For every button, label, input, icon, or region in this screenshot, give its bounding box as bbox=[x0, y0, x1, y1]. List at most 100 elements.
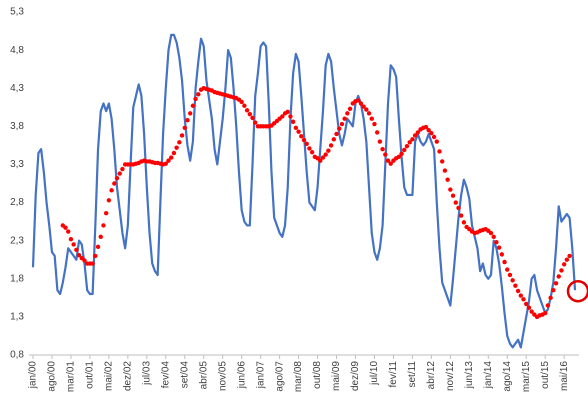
dot bbox=[244, 108, 250, 113]
dot bbox=[542, 310, 548, 316]
dot bbox=[399, 151, 404, 156]
dot bbox=[450, 193, 456, 198]
x-tick-label: set/11 bbox=[407, 361, 418, 388]
dot bbox=[559, 268, 564, 273]
dot bbox=[301, 137, 307, 143]
y-tick-label: 1,8 bbox=[10, 273, 24, 284]
dot bbox=[431, 134, 437, 140]
dot bbox=[334, 131, 339, 137]
dot bbox=[250, 115, 255, 121]
x-tick-label: jun/06 bbox=[236, 361, 247, 390]
dot bbox=[109, 188, 114, 193]
x-tick-label: abr/12 bbox=[426, 361, 437, 390]
dot bbox=[458, 213, 464, 218]
x-tick-label: mar/08 bbox=[293, 361, 304, 393]
dot bbox=[437, 149, 442, 154]
dot bbox=[345, 111, 350, 116]
dot bbox=[82, 258, 87, 263]
dot bbox=[95, 244, 101, 249]
dot bbox=[290, 119, 296, 124]
dot bbox=[448, 187, 453, 192]
dot bbox=[564, 257, 570, 262]
dot bbox=[494, 239, 499, 245]
dot bbox=[402, 147, 407, 153]
dot bbox=[76, 252, 82, 258]
dot bbox=[358, 101, 364, 106]
dot bbox=[526, 305, 532, 310]
dot bbox=[412, 133, 418, 138]
dot bbox=[426, 127, 431, 133]
x-tick-label: mai/09 bbox=[331, 361, 342, 391]
dot bbox=[561, 262, 567, 267]
x-tick-label: mai/16 bbox=[559, 361, 570, 391]
dot bbox=[491, 234, 496, 240]
dot bbox=[502, 259, 507, 265]
dot bbox=[553, 281, 559, 286]
dot bbox=[434, 139, 439, 144]
dot bbox=[177, 140, 182, 145]
x-tick-label: dez/02 bbox=[122, 361, 133, 391]
dot bbox=[364, 107, 369, 112]
dot bbox=[356, 98, 361, 103]
dot bbox=[380, 147, 385, 152]
dot bbox=[524, 301, 529, 307]
dot bbox=[423, 124, 429, 130]
dot bbox=[293, 125, 299, 131]
x-tick-label: out/08 bbox=[312, 361, 323, 389]
dot bbox=[442, 168, 448, 173]
dot bbox=[288, 114, 293, 119]
dot bbox=[166, 158, 171, 163]
dot bbox=[304, 141, 309, 147]
dot bbox=[196, 92, 201, 97]
dot bbox=[163, 161, 168, 166]
dot bbox=[323, 152, 328, 157]
x-tick-label: mar/15 bbox=[521, 361, 532, 393]
dot bbox=[496, 245, 502, 250]
dot bbox=[169, 155, 174, 160]
dot bbox=[388, 161, 393, 166]
x-tick-label: jul/03 bbox=[141, 361, 152, 386]
dot bbox=[374, 130, 380, 135]
dot bbox=[507, 272, 513, 278]
y-tick-label: 2,3 bbox=[10, 235, 24, 246]
dot bbox=[510, 278, 515, 283]
dot bbox=[307, 146, 312, 151]
dot bbox=[185, 118, 190, 123]
dot bbox=[377, 139, 383, 144]
dot bbox=[407, 140, 412, 145]
dot bbox=[518, 293, 523, 298]
dot bbox=[331, 137, 337, 142]
x-tick-label: mai/02 bbox=[104, 361, 115, 391]
dot bbox=[71, 242, 76, 247]
dot bbox=[74, 247, 79, 253]
dot bbox=[461, 220, 467, 225]
dot bbox=[114, 175, 120, 181]
x-tick-label: set/04 bbox=[179, 361, 190, 389]
dot bbox=[106, 198, 112, 203]
x-tick-label: jan/00 bbox=[28, 361, 39, 390]
dot bbox=[505, 267, 510, 272]
dot bbox=[445, 177, 450, 182]
dot bbox=[499, 252, 505, 257]
x-tick-label: mar/01 bbox=[66, 361, 77, 393]
dot bbox=[429, 130, 434, 136]
dot bbox=[320, 155, 326, 160]
dot bbox=[103, 211, 109, 216]
dot bbox=[296, 129, 301, 134]
dot bbox=[182, 125, 187, 131]
x-tick-label: fev/11 bbox=[388, 361, 399, 388]
dot bbox=[383, 152, 388, 157]
dot bbox=[101, 223, 106, 228]
dot bbox=[190, 103, 196, 108]
y-tick-label: 4,3 bbox=[10, 83, 24, 94]
dot bbox=[247, 111, 252, 117]
x-tick-label: jul/10 bbox=[369, 361, 380, 386]
dot bbox=[174, 145, 179, 150]
dot bbox=[98, 234, 103, 240]
x-tick-label: out/15 bbox=[540, 361, 551, 389]
dot bbox=[328, 143, 334, 148]
dot bbox=[285, 109, 290, 115]
x-tick-label: dez/09 bbox=[350, 361, 361, 391]
highlight-circle bbox=[566, 279, 588, 303]
